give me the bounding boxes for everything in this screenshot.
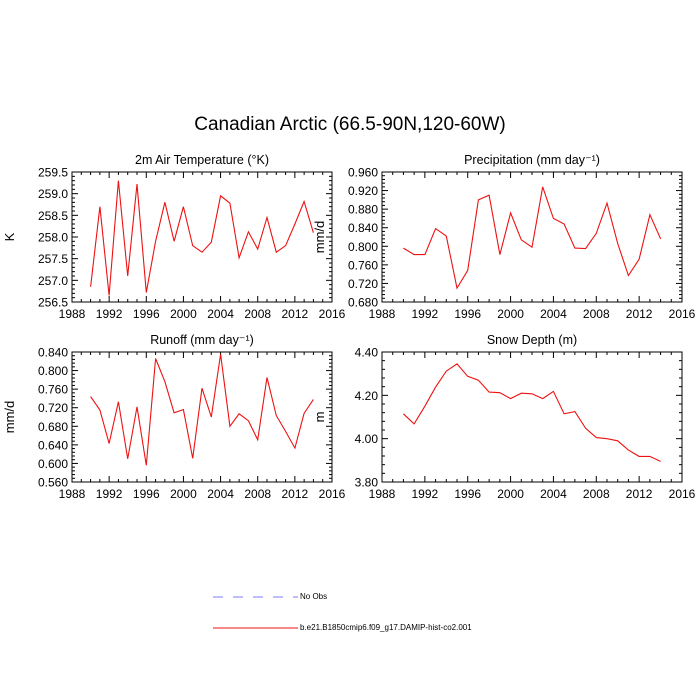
panel-title: Snow Depth (m) <box>487 333 577 347</box>
chart-panel-3: 1988 1992 1996 2000 2004 2008 2012 2016 0.560 0.6… <box>2 333 346 501</box>
x-tick-label: 2000 <box>170 487 197 501</box>
x-tick-label: 2000 <box>497 307 524 321</box>
y-tick-label: 259.5 <box>38 166 68 180</box>
x-tick-label: 1992 <box>412 487 439 501</box>
y-tick-label: 259.0 <box>38 187 68 201</box>
legend-label-model: b.e21.B1850cmip6.f09_g17.DAMIP-hist-co2.… <box>300 623 472 632</box>
x-tick-label: 2000 <box>497 487 524 501</box>
y-tick-label: 0.800 <box>348 240 378 254</box>
y-tick-label: 0.840 <box>38 346 68 360</box>
x-tick-label: 2016 <box>319 307 346 321</box>
y-tick-label: 0.760 <box>38 383 68 397</box>
x-tick-label: 1992 <box>96 307 123 321</box>
y-tick-label: 258.5 <box>38 209 68 223</box>
y-tick-label: 0.640 <box>38 438 68 452</box>
figure-title: Canadian Arctic (66.5-90N,120-60W) <box>194 114 506 135</box>
x-tick-label: 1992 <box>96 487 123 501</box>
x-tick-label: 2012 <box>626 307 653 321</box>
x-tick-label: 1996 <box>133 487 160 501</box>
x-tick-label: 2016 <box>669 307 696 321</box>
y-tick-label: 4.20 <box>355 389 379 403</box>
y-tick-label: 0.560 <box>38 476 68 490</box>
x-tick-label: 1988 <box>369 307 396 321</box>
x-tick-label: 1996 <box>454 307 481 321</box>
x-tick-label: 1996 <box>133 307 160 321</box>
x-tick-label: 1992 <box>412 307 439 321</box>
x-tick-label: 1988 <box>369 487 396 501</box>
chart-panel-1: 1988 1992 1996 2000 2004 2008 2012 2016 256.5 257… <box>2 153 346 321</box>
x-tick-label: 2012 <box>282 307 309 321</box>
x-tick-label: 1996 <box>454 487 481 501</box>
chart-panel-4: 1988 1992 1996 2000 2004 2008 2012 2016 3.80 4.00… <box>312 333 696 501</box>
panel-title: Precipitation (mm day⁻¹) <box>464 153 600 167</box>
y-tick-label: 3.80 <box>355 476 379 490</box>
x-tick-label: 2004 <box>207 307 234 321</box>
y-tick-label: 0.680 <box>38 420 68 434</box>
y-tick-label: 257.0 <box>38 274 68 288</box>
y-tick-label: 0.800 <box>38 364 68 378</box>
x-tick-label: 1988 <box>59 307 86 321</box>
y-tick-label: 0.840 <box>348 221 378 235</box>
x-tick-label: 2004 <box>540 487 567 501</box>
y-tick-label: 0.920 <box>348 184 378 198</box>
y-tick-label: 4.00 <box>355 432 379 446</box>
chart-panel-2: 1988 1992 1996 2000 2004 2008 2012 20160.6800.7… <box>312 153 696 321</box>
x-tick-label: 2012 <box>282 487 309 501</box>
y-tick-label: 0.760 <box>348 258 378 272</box>
series-line <box>403 186 662 290</box>
legend-label-no-obs: No Obs <box>300 592 328 601</box>
y-tick-label: 258.0 <box>38 231 68 245</box>
y-tick-label: 0.600 <box>38 457 68 471</box>
y-tick-label: 256.5 <box>38 296 68 310</box>
y-tick-label: 257.5 <box>38 252 68 266</box>
x-tick-label: 2000 <box>170 307 197 321</box>
x-tick-label: 2016 <box>319 487 346 501</box>
panel-title: Runoff (mm day⁻¹) <box>150 333 254 347</box>
x-tick-label: 2008 <box>244 307 271 321</box>
series-line <box>90 354 314 466</box>
y-axis-label: K <box>2 232 17 241</box>
y-tick-label: 0.960 <box>348 166 378 180</box>
x-tick-label: 2016 <box>669 487 696 501</box>
panel-title: 2m Air Temperature (°K) <box>135 153 269 167</box>
x-tick-label: 2008 <box>583 307 610 321</box>
x-tick-label: 2012 <box>626 487 653 501</box>
series-line <box>403 363 661 462</box>
x-tick-label: 2004 <box>207 487 234 501</box>
series-line <box>90 180 314 296</box>
y-axis-label: mm/d <box>312 221 327 254</box>
x-tick-label: 2008 <box>244 487 271 501</box>
x-tick-label: 2004 <box>540 307 567 321</box>
y-tick-label: 0.680 <box>348 296 378 310</box>
x-tick-label: 1988 <box>59 487 86 501</box>
x-tick-label: 2008 <box>583 487 610 501</box>
y-axis-label: m <box>312 412 327 423</box>
y-tick-label: 0.880 <box>348 203 378 217</box>
y-axis-label: mm/d <box>2 401 17 434</box>
y-tick-label: 4.40 <box>355 346 379 360</box>
y-tick-label: 0.720 <box>348 277 378 291</box>
y-tick-label: 0.720 <box>38 401 68 415</box>
